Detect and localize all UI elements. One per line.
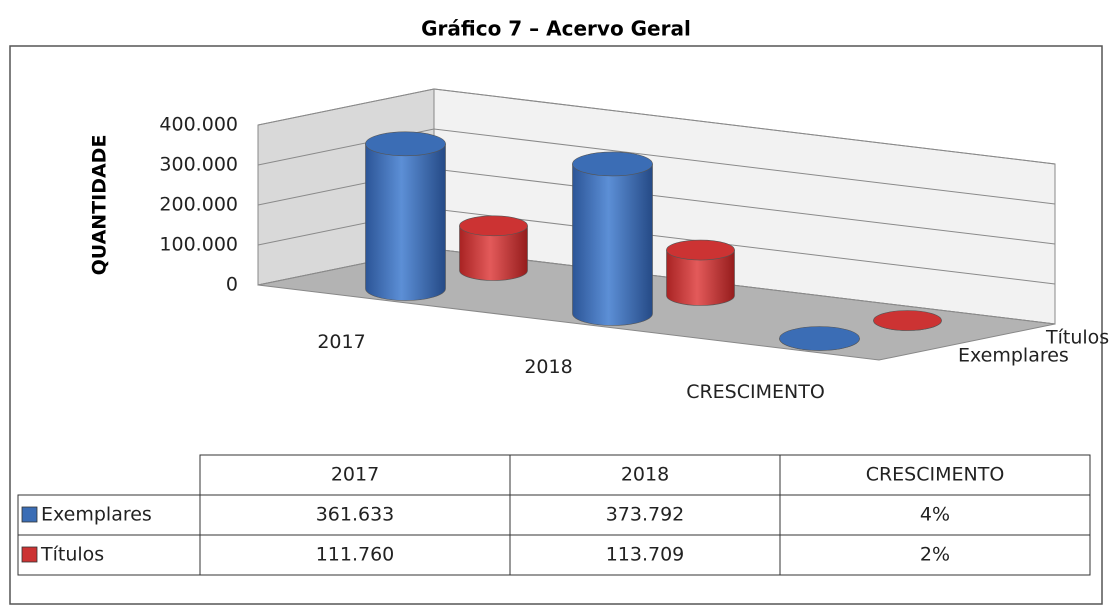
series-label: Títulos: [1045, 327, 1109, 349]
cylinder-top: [779, 326, 860, 351]
table-header: 2018: [621, 464, 669, 486]
cylinder-top: [459, 215, 528, 237]
cylinder: [365, 131, 446, 301]
cylinder: [666, 239, 735, 306]
cylinder-top: [365, 131, 446, 157]
chart-title: Gráfico 7 – Acervo Geral: [421, 17, 691, 41]
cylinder-body: [572, 163, 653, 326]
table-cell: 373.792: [606, 504, 685, 526]
table-header: 2017: [331, 464, 379, 486]
table-cell: 4%: [920, 504, 950, 526]
cylinder: [873, 310, 942, 331]
legend-key: [21, 506, 38, 523]
table-header: CRESCIMENTO: [866, 464, 1005, 486]
cylinder-top: [572, 151, 653, 177]
cylinder: [572, 151, 653, 326]
cylinder: [779, 326, 860, 351]
y-tick-label: 100.000: [159, 234, 238, 256]
cylinder: [459, 215, 528, 281]
table-row-label: Títulos: [40, 544, 104, 566]
x-tick-label: 2018: [524, 356, 572, 378]
table-cell: 361.633: [316, 504, 395, 526]
cylinder-body: [666, 249, 735, 306]
cylinder-top: [666, 239, 735, 261]
table-cell: 113.709: [606, 544, 685, 566]
x-tick-label: CRESCIMENTO: [686, 381, 825, 403]
y-tick-label: 0: [226, 274, 238, 296]
y-tick-label: 400.000: [159, 114, 238, 136]
table-cell: 2%: [920, 544, 950, 566]
table-row-label: Exemplares: [41, 504, 152, 526]
cylinder-body: [459, 225, 528, 281]
legend-key: [21, 546, 38, 563]
table-cell: 111.760: [316, 544, 395, 566]
y-axis-title: QUANTIDADE: [89, 135, 111, 276]
x-tick-label: 2017: [317, 331, 365, 353]
y-tick-label: 300.000: [159, 154, 238, 176]
cylinder-top: [873, 310, 942, 331]
grid-line: [257, 88, 1056, 165]
grid-line: [257, 128, 1056, 205]
y-tick-label: 200.000: [159, 194, 238, 216]
series-label: Exemplares: [958, 345, 1069, 367]
cylinder-body: [365, 143, 446, 301]
